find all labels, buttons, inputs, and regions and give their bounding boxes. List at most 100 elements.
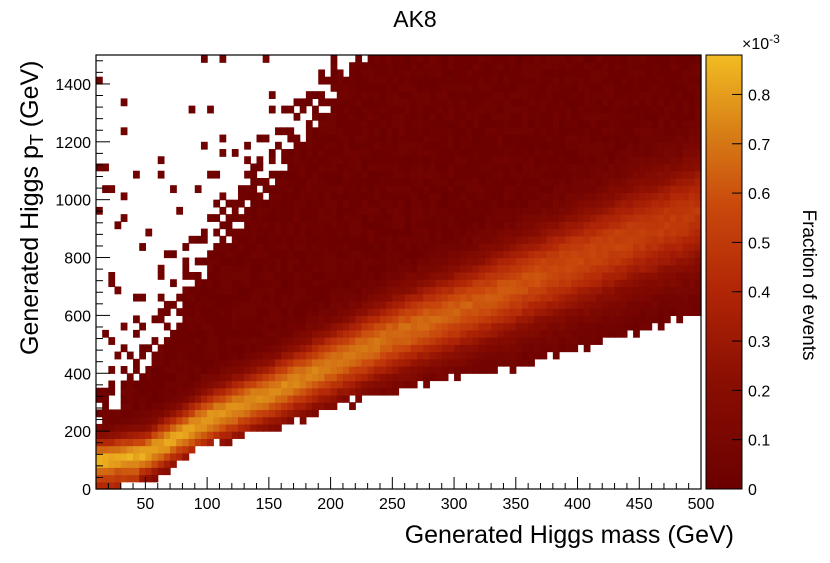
heatmap-cell (639, 243, 647, 251)
heatmap-cell (330, 235, 338, 244)
heatmap-cell (404, 235, 412, 244)
heatmap-cell (423, 344, 430, 353)
heatmap-cell (262, 185, 270, 194)
heatmap-cell (342, 206, 350, 215)
heatmap-cell (367, 308, 375, 316)
heatmap-cell (392, 199, 400, 208)
heatmap-cell (157, 366, 165, 374)
heatmap-cell (287, 199, 295, 208)
heatmap-cell (392, 358, 400, 367)
heatmap-cell (447, 177, 455, 186)
heatmap-cell (509, 199, 517, 208)
heatmap-cell (392, 192, 400, 201)
heatmap-cell (200, 235, 208, 244)
heatmap-cell (349, 387, 356, 396)
heatmap-cell (145, 228, 153, 237)
heatmap-cell (651, 185, 659, 194)
heatmap-cell (120, 366, 128, 374)
heatmap-cell (503, 214, 511, 222)
heatmap-cell (262, 394, 270, 403)
heatmap-cell (139, 467, 146, 476)
heatmap-cell (268, 192, 276, 201)
heatmap-cell (620, 293, 628, 302)
heatmap-cell (324, 387, 332, 396)
heatmap-cell (676, 55, 684, 63)
heatmap-cell (262, 380, 270, 389)
heatmap-cell (663, 141, 671, 150)
heatmap-cell (126, 380, 134, 389)
heatmap-cell (170, 250, 177, 259)
heatmap-cell (305, 293, 313, 302)
heatmap-cell (509, 69, 517, 78)
heatmap-cell (645, 272, 653, 280)
heatmap-cell (657, 141, 665, 150)
heatmap-cell (176, 409, 184, 418)
heatmap-cell (287, 264, 295, 273)
heatmap-cell (299, 98, 307, 107)
heatmap-cell (515, 163, 523, 172)
heatmap-cell (213, 293, 221, 302)
heatmap-cell (423, 315, 430, 324)
heatmap-cell (398, 62, 406, 71)
heatmap-cell (342, 170, 350, 179)
heatmap-cell (373, 322, 381, 331)
heatmap-cell (398, 315, 406, 324)
heatmap-cell (392, 91, 400, 99)
heatmap-cell (373, 380, 381, 389)
heatmap-cell (688, 163, 696, 172)
heatmap-cell (361, 91, 369, 99)
heatmap-cell (608, 55, 616, 63)
heatmap-cell (515, 293, 523, 302)
heatmap-cell (318, 257, 326, 266)
heatmap-cell (349, 83, 356, 92)
heatmap-cell (491, 366, 498, 374)
heatmap-cell (528, 177, 535, 186)
heatmap-cell (361, 185, 369, 194)
heatmap-cell (410, 264, 418, 273)
heatmap-cell (299, 192, 307, 201)
heatmap-cell (559, 120, 566, 128)
heatmap-cell (398, 199, 406, 208)
heatmap-cell (435, 156, 443, 165)
heatmap-cell (392, 163, 400, 172)
heatmap-cell (484, 170, 492, 179)
heatmap-cell (534, 329, 542, 338)
heatmap-cell (552, 337, 560, 345)
heatmap-cell (552, 134, 560, 143)
heatmap-cell (96, 387, 103, 396)
heatmap-cell (645, 141, 653, 150)
heatmap-cell (200, 315, 208, 324)
heatmap-cell (373, 141, 381, 150)
heatmap-cell (546, 329, 554, 338)
heatmap-cell (589, 279, 597, 288)
heatmap-cell (509, 243, 517, 251)
heatmap-cell (521, 329, 529, 338)
heatmap-cell (540, 127, 548, 136)
heatmap-cell (293, 170, 301, 179)
heatmap-cell (312, 315, 319, 324)
heatmap-cell (447, 358, 455, 367)
heatmap-cell (596, 83, 603, 92)
heatmap-cell (349, 380, 356, 389)
heatmap-cell (454, 199, 461, 208)
heatmap-cell (429, 366, 437, 374)
heatmap-cell (503, 308, 511, 316)
heatmap-cell (324, 235, 332, 244)
heatmap-cell (417, 358, 424, 367)
heatmap-cell (281, 279, 288, 288)
heatmap-cell (528, 69, 535, 78)
heatmap-cell (145, 416, 153, 425)
heatmap-cell (126, 460, 134, 468)
heatmap-cell (521, 112, 529, 121)
heatmap-cell (460, 308, 467, 316)
heatmap-cell (441, 91, 449, 99)
heatmap-cell (417, 55, 424, 63)
heatmap-cell (528, 55, 535, 63)
heatmap-cell (614, 199, 622, 208)
heatmap-cell (577, 55, 585, 63)
heatmap-cell (287, 351, 295, 360)
heatmap-cell (577, 177, 585, 186)
heatmap-cell (534, 141, 542, 150)
heatmap-cell (447, 185, 455, 194)
heatmap-cell (250, 402, 258, 411)
